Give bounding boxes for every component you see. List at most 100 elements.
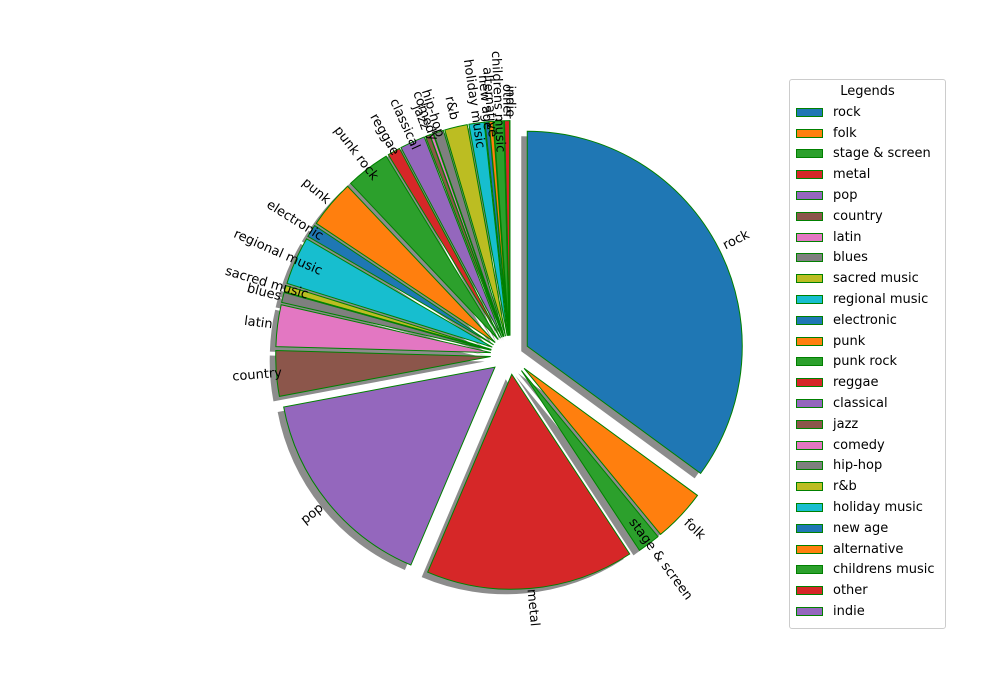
legend-swatch-indie <box>796 607 823 617</box>
slice-r-b <box>444 124 507 337</box>
legend-label-country: country <box>833 208 883 224</box>
legend-item-other: other <box>790 580 945 601</box>
legend-label-regional-music: regional music <box>833 292 929 308</box>
slice-label-other: other <box>499 84 514 119</box>
legend-items: rock folk stage & screen metal pop country lat… <box>790 102 945 622</box>
legend-swatch-sacred-music <box>796 274 823 284</box>
legend-swatch-stage-screen <box>796 149 823 159</box>
slice-label-rock: rock <box>721 227 753 253</box>
legend-label-r-b: r&b <box>833 479 857 495</box>
slice-comedy <box>429 133 504 337</box>
slice-sacred-music <box>283 284 492 351</box>
legend-swatch-hip-hop <box>796 461 823 471</box>
legend-swatch-alternative <box>796 544 823 554</box>
legend-swatch-new-age <box>796 523 823 533</box>
slice-holiday-music <box>468 121 508 336</box>
legend-item-sacred-music: sacred music <box>790 268 945 289</box>
legend-item-classical: classical <box>790 393 945 414</box>
legend-item-new-age: new age <box>790 518 945 539</box>
legend-swatch-reggae <box>796 378 823 388</box>
slice-classical <box>400 136 503 338</box>
legend-label-alternative: alternative <box>833 541 904 557</box>
slice-reggae <box>387 147 501 339</box>
slice-label-indie: indie <box>502 85 517 117</box>
legend-swatch-rock <box>796 107 823 117</box>
legend-item-r-b: r&b <box>790 476 945 497</box>
legend-label-hip-hop: hip-hop <box>833 458 883 474</box>
slice-label-punk: punk <box>299 175 334 208</box>
legend-item-comedy: comedy <box>790 435 945 456</box>
legend-label-childrens-music: childrens music <box>833 562 935 578</box>
legend-item-hip-hop: hip-hop <box>790 456 945 477</box>
legend-swatch-other <box>796 586 823 596</box>
slice-label-punk-rock: punk rock <box>331 123 382 183</box>
legend-item-blues: blues <box>790 248 945 269</box>
legend-item-reggae: reggae <box>790 372 945 393</box>
slice-label-new-age: new age <box>475 74 495 130</box>
slice-regional-music <box>286 238 493 348</box>
legend-item-latin: latin <box>790 227 945 248</box>
legend-swatch-holiday-music <box>796 503 823 513</box>
slice-folk <box>523 367 699 536</box>
slice-label-alternative: alternative <box>479 66 500 137</box>
legend-item-childrens-music: childrens music <box>790 560 945 581</box>
legend-swatch-blues <box>796 253 823 263</box>
legend-label-jazz: jazz <box>833 416 859 432</box>
legend-item-pop: pop <box>790 185 945 206</box>
legend-label-new-age: new age <box>833 520 889 536</box>
legend-label-electronic: electronic <box>833 312 897 328</box>
legend-swatch-r-b <box>796 482 823 492</box>
legend: Legends rock folk stage & screen metal pop co… <box>789 79 946 629</box>
pie-slices <box>275 120 743 590</box>
legend-item-folk: folk <box>790 123 945 144</box>
legend-swatch-regional-music <box>796 295 823 305</box>
slice-label-country: country <box>232 366 283 385</box>
slice-rock <box>526 130 743 475</box>
slice-label-metal: metal <box>524 588 542 627</box>
legend-label-sacred-music: sacred music <box>833 271 919 287</box>
slice-punk-rock <box>349 155 499 340</box>
legend-item-alternative: alternative <box>790 539 945 560</box>
legend-item-metal: metal <box>790 164 945 185</box>
slice-electronic <box>307 224 494 346</box>
legend-label-holiday-music: holiday music <box>833 500 923 516</box>
legend-swatch-punk <box>796 336 823 346</box>
legend-label-other: other <box>833 583 868 599</box>
slice-label-latin: latin <box>243 314 273 332</box>
legend-label-indie: indie <box>833 604 865 620</box>
legend-label-latin: latin <box>833 229 862 245</box>
legend-item-punk-rock: punk rock <box>790 352 945 373</box>
legend-item-holiday-music: holiday music <box>790 497 945 518</box>
legend-label-comedy: comedy <box>833 437 885 453</box>
slice-pop <box>283 366 496 566</box>
legend-label-stage-screen: stage & screen <box>833 146 931 162</box>
legend-swatch-electronic <box>796 315 823 325</box>
legend-label-punk-rock: punk rock <box>833 354 898 370</box>
legend-swatch-pop <box>796 191 823 201</box>
legend-swatch-punk-rock <box>796 357 823 367</box>
legend-label-reggae: reggae <box>833 375 879 391</box>
legend-item-stage-screen: stage & screen <box>790 144 945 165</box>
slice-blues <box>281 291 492 351</box>
legend-swatch-metal <box>796 170 823 180</box>
legend-swatch-folk <box>796 128 823 138</box>
legend-item-jazz: jazz <box>790 414 945 435</box>
legend-item-rock: rock <box>790 102 945 123</box>
slice-alternative <box>488 120 509 336</box>
slice-label-folk: folk <box>681 516 709 543</box>
slice-label-childrens-music: childrens music <box>488 51 508 153</box>
legend-title: Legends <box>840 84 895 99</box>
legend-swatch-country <box>796 211 823 221</box>
legend-label-metal: metal <box>833 167 871 183</box>
legend-label-classical: classical <box>833 396 888 412</box>
legend-swatch-comedy <box>796 440 823 450</box>
slice-metal <box>427 373 631 590</box>
slice-stage-screen <box>521 370 659 552</box>
legend-item-punk: punk <box>790 331 945 352</box>
slice-childrens-music <box>493 120 510 336</box>
legend-swatch-childrens-music <box>796 565 823 575</box>
slice-country <box>275 350 491 397</box>
legend-item-regional-music: regional music <box>790 289 945 310</box>
legend-item-electronic: electronic <box>790 310 945 331</box>
